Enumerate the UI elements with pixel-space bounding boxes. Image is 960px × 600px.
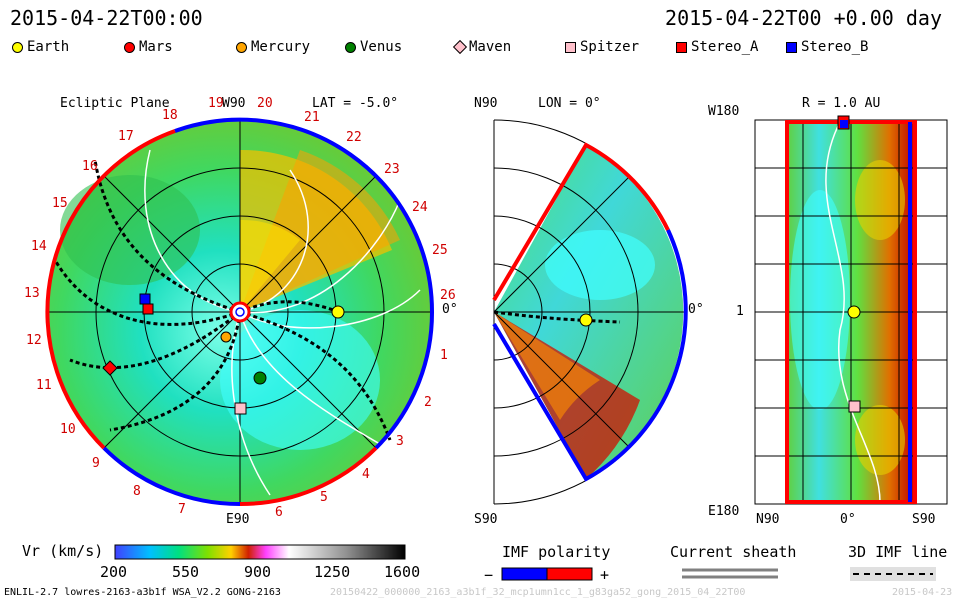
- stereo-b-legend-icon: [786, 41, 797, 53]
- carrington-tick: 11: [36, 378, 52, 393]
- imf-polarity-bar: [501, 567, 593, 581]
- imf-polarity-plus: +: [600, 566, 610, 584]
- radial-tick-s90: S90: [912, 512, 936, 527]
- carrington-tick: 24: [412, 200, 428, 215]
- carrington-tick: 23: [384, 162, 400, 177]
- carrington-tick: 2: [424, 395, 432, 410]
- right-time: 2015-04-22T00 +0.00 day: [665, 6, 942, 30]
- legend-stereo-b: Stereo_B: [786, 39, 868, 55]
- mercury-legend-icon: [236, 41, 247, 53]
- mars-marker: [102, 360, 118, 376]
- venus-legend-icon: [345, 41, 356, 53]
- legend-maven: Maven: [452, 39, 511, 55]
- legend-earth: Earth: [12, 39, 69, 55]
- carrington-tick: 14: [31, 239, 47, 254]
- colorbar-tick: 1250: [314, 563, 351, 581]
- maven-legend-icon: [452, 39, 468, 55]
- stereo-b-marker: [139, 293, 151, 305]
- meridional-right-label: 0°: [688, 302, 704, 317]
- meridional-bottom-label: S90: [474, 512, 498, 527]
- spitzer-marker: [234, 402, 247, 415]
- imf-line-title: 3D IMF line: [848, 543, 948, 561]
- legend-spitzer: Spitzer: [565, 39, 639, 55]
- carrington-tick: 21: [304, 110, 320, 125]
- legend-mercury: Mercury: [236, 39, 310, 55]
- colorbar-label: Vr (km/s): [22, 542, 104, 560]
- radial-lon-lat-plot: [754, 115, 948, 505]
- carrington-tick: 18: [162, 108, 178, 123]
- radial-mid-left: 1: [736, 304, 744, 319]
- colorbar-tick: 900: [244, 563, 272, 581]
- carrington-tick: 3: [396, 434, 404, 449]
- ecliptic-bodies: [102, 293, 345, 415]
- colorbar-tick: 550: [172, 563, 200, 581]
- carrington-tick: 10: [60, 422, 76, 437]
- legend-stereo-a: Stereo_A: [676, 39, 758, 55]
- carrington-tick: 15: [52, 196, 68, 211]
- ecliptic-title: Ecliptic Plane: [60, 96, 170, 111]
- venus-marker: [253, 371, 267, 385]
- legend-venus: Venus: [345, 39, 402, 55]
- current-sheath-sample: [682, 568, 778, 579]
- ecliptic-top-label: W90: [222, 96, 246, 111]
- stereo-a-marker: [142, 303, 154, 315]
- carrington-tick: 25: [432, 243, 448, 258]
- ecliptic-bottom-label: E90: [226, 512, 250, 527]
- carrington-tick: 26: [440, 288, 456, 303]
- carrington-tick: 17: [118, 129, 134, 144]
- colorbar-tick: 200: [100, 563, 128, 581]
- legend-mars: Mars: [124, 39, 173, 55]
- earth-marker: [331, 305, 345, 319]
- run-info: 20150422_000000_2163_a3b1f_32_mcp1umn1cc…: [330, 587, 746, 598]
- carrington-tick: 5: [320, 490, 328, 505]
- mercury-marker: [220, 331, 232, 343]
- ecliptic-plane-plot: [45, 117, 435, 507]
- left-time: 2015-04-22T00:00: [10, 6, 203, 30]
- carrington-tick: 19: [208, 96, 224, 111]
- meridional-lon-label: LON = 0°: [538, 96, 601, 111]
- stereo-a-legend-icon: [676, 41, 687, 53]
- footer-date: 2015-04-23: [892, 587, 953, 598]
- carrington-tick: 9: [92, 456, 100, 471]
- carrington-tick: 16: [82, 159, 98, 174]
- velocity-colorbar: [114, 544, 406, 560]
- carrington-tick: 20: [257, 96, 273, 111]
- radial-tick-0: 0°: [840, 512, 856, 527]
- carrington-tick: 8: [133, 484, 141, 499]
- carrington-tick: 1: [440, 348, 448, 363]
- current-sheath-title: Current sheath: [670, 543, 797, 561]
- radial-tick-n90: N90: [756, 512, 780, 527]
- meridional-top-label: N90: [474, 96, 498, 111]
- earth-legend-icon: [12, 41, 23, 53]
- ecliptic-lat-label: LAT = -5.0°: [312, 96, 399, 111]
- radial-title: R = 1.0 AU: [802, 96, 881, 111]
- imf-polarity-title: IMF polarity: [502, 543, 611, 561]
- ecliptic-right-label: 0°: [442, 302, 458, 317]
- meridional-plane-plot: [492, 119, 688, 505]
- carrington-tick: 22: [346, 130, 362, 145]
- imf-polarity-minus: −: [484, 566, 494, 584]
- carrington-tick: 13: [24, 286, 40, 301]
- radial-bottom-left: E180: [708, 504, 740, 519]
- imf-line-sample: [850, 567, 936, 581]
- mars-legend-icon: [124, 41, 135, 53]
- carrington-tick: 6: [275, 505, 283, 520]
- carrington-tick: 7: [178, 502, 186, 517]
- carrington-tick: 12: [26, 333, 42, 348]
- colorbar-tick: 1600: [384, 563, 421, 581]
- carrington-tick: 4: [362, 467, 370, 482]
- model-info: ENLIL-2.7 lowres-2163-a3b1f WSA_V2.2 GON…: [4, 587, 281, 598]
- spitzer-legend-icon: [565, 41, 576, 53]
- radial-top-left: W180: [708, 104, 740, 119]
